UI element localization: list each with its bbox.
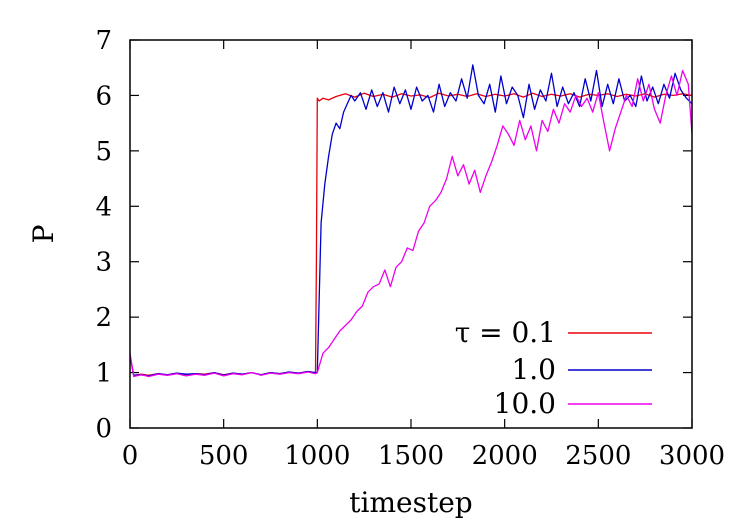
y-tick-label: 3 <box>95 248 112 278</box>
legend-label-2: 10.0 <box>494 387 556 420</box>
legend: τ = 0.1 1.010.0 <box>455 316 652 420</box>
series-line-2 <box>130 69 692 378</box>
y-axis-title: P <box>27 225 60 244</box>
axes: 0 500 1000 1500 2000 2500 3000 0 1 2 3 4 5 6 7 <box>95 26 725 471</box>
x-tick-label: 3000 <box>659 441 725 471</box>
x-tick-label: 2000 <box>472 441 538 471</box>
x-tick-label: 1500 <box>378 441 444 471</box>
y-tick-label: 2 <box>95 303 112 333</box>
y-tick-label: 0 <box>95 414 112 444</box>
y-tick-label: 6 <box>95 81 112 111</box>
x-tick-label: 500 <box>199 441 249 471</box>
x-axis-title: timestep <box>349 486 472 519</box>
legend-label-1: 1.0 <box>511 353 556 386</box>
series-lines <box>130 64 692 378</box>
y-tick-label: 5 <box>95 137 112 167</box>
x-tick-label: 0 <box>122 441 139 471</box>
legend-label-0: τ = 0.1 <box>455 316 556 349</box>
plot-frame <box>129 39 693 429</box>
y-tick-label: 4 <box>95 192 112 222</box>
series-line-1 <box>130 64 692 377</box>
x-tick-label: 1000 <box>284 441 350 471</box>
y-tick-label: 1 <box>95 359 112 389</box>
x-tick-label: 2500 <box>565 441 631 471</box>
y-tick-label: 7 <box>95 26 112 56</box>
